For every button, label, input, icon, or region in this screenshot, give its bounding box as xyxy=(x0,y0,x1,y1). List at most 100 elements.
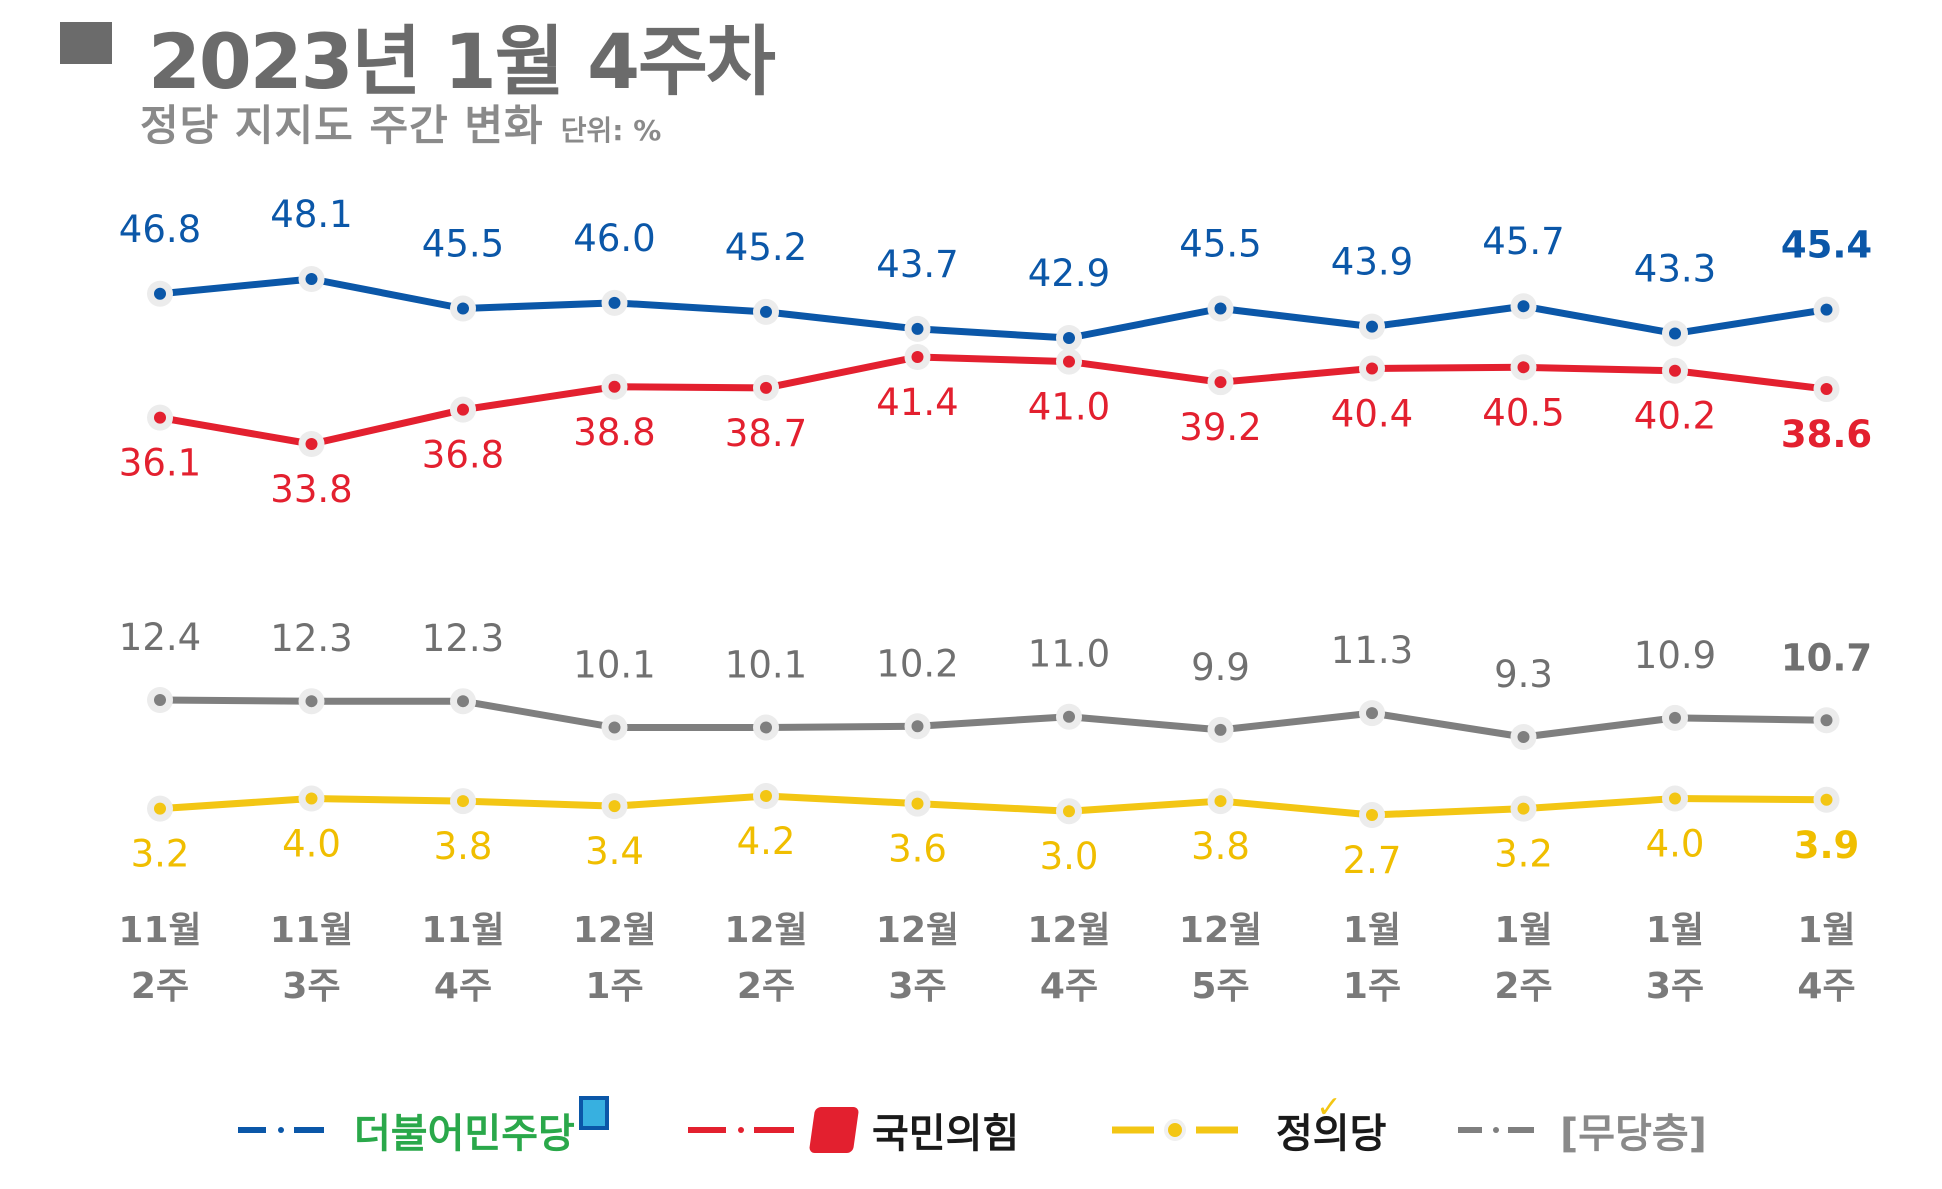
x-tick-label-month: 12월 xyxy=(724,910,807,951)
data-point xyxy=(1214,376,1227,389)
data-point xyxy=(1366,362,1378,375)
data-point xyxy=(305,438,318,450)
data-point xyxy=(1063,710,1075,723)
x-tick-label-month: 11월 xyxy=(270,910,353,951)
data-label: 3.4 xyxy=(585,830,644,873)
x-tick-label-week: 3주 xyxy=(282,966,340,1007)
data-label: 45.2 xyxy=(725,226,807,269)
data-point xyxy=(1669,364,1681,377)
data-label: 10.7 xyxy=(1781,636,1872,679)
legend-line-icon xyxy=(1112,1119,1238,1141)
data-point xyxy=(1063,805,1075,818)
data-point xyxy=(1820,303,1833,316)
data-label: 10.9 xyxy=(1634,634,1716,677)
data-point xyxy=(911,351,924,363)
x-tick-label-month: 12월 xyxy=(876,910,959,951)
data-point xyxy=(1063,332,1075,344)
data-label: 3.8 xyxy=(1191,825,1250,868)
line-chart: 46.8 48.1 45.5 46.0 45.2 43.7 42.9 45.5 43.9 45.7… xyxy=(118,193,1872,1007)
data-point xyxy=(911,720,924,733)
data-point xyxy=(608,380,621,393)
data-label: 3.8 xyxy=(434,825,493,868)
chart-subtitle: 정당 지지도 주간 변화 xyxy=(140,101,544,150)
data-point xyxy=(457,302,469,315)
legend-label: 더불어민주당 xyxy=(354,1111,575,1157)
legend-item-ppp: 국민의힘 xyxy=(686,1100,1019,1160)
data-label: 10.1 xyxy=(573,643,655,686)
data-label: 9.3 xyxy=(1494,653,1553,696)
data-point xyxy=(608,800,621,813)
legend-item-minjoo: 더불어민주당 xyxy=(236,1096,609,1160)
unit-label: 단위: % xyxy=(560,114,662,147)
data-point xyxy=(1517,300,1530,313)
data-label: 40.5 xyxy=(1482,391,1564,434)
data-label: 43.3 xyxy=(1634,247,1716,290)
data-label: 38.6 xyxy=(1781,413,1872,456)
data-label: 4.0 xyxy=(282,823,341,866)
x-tick-label-week: 1주 xyxy=(585,966,643,1007)
x-tick-label-month: 1월 xyxy=(1343,910,1401,951)
data-point xyxy=(457,795,469,808)
data-label: 43.9 xyxy=(1331,241,1413,284)
x-tick-label-week: 2주 xyxy=(131,966,189,1007)
data-point xyxy=(1669,711,1681,724)
data-label: 41.4 xyxy=(876,381,958,424)
data-label: 46.0 xyxy=(573,217,655,260)
data-label: 10.1 xyxy=(725,643,807,686)
series-line-1 xyxy=(159,353,1827,448)
legend-label: 정의당 xyxy=(1276,1111,1387,1157)
x-tick-label-week: 4주 xyxy=(1040,966,1098,1007)
data-point xyxy=(760,305,772,318)
data-label: 33.8 xyxy=(270,468,352,511)
data-point xyxy=(457,695,469,708)
data-label: 3.9 xyxy=(1794,824,1860,867)
data-point xyxy=(1366,707,1378,720)
x-tick-label-month: 11월 xyxy=(421,910,504,951)
data-label: 36.8 xyxy=(422,434,504,477)
x-tick-label-week: 5주 xyxy=(1191,966,1249,1007)
data-point xyxy=(1366,809,1378,821)
x-tick-label-month: 1월 xyxy=(1494,910,1552,951)
x-tick-label-month: 12월 xyxy=(1027,910,1110,951)
x-tick-label-month: 12월 xyxy=(573,910,656,951)
data-point xyxy=(154,694,166,706)
data-point xyxy=(760,790,772,802)
data-point xyxy=(305,695,318,708)
data-label: 38.7 xyxy=(725,412,807,455)
data-label: 11.3 xyxy=(1331,629,1413,672)
legend-item-justice: 정의당 ✓ xyxy=(1110,1090,1386,1160)
data-point xyxy=(1517,731,1530,743)
data-label: 40.4 xyxy=(1331,392,1413,435)
x-tick-label-week: 4주 xyxy=(434,966,492,1007)
data-point xyxy=(1517,802,1530,815)
data-label: 3.0 xyxy=(1040,835,1099,878)
data-point xyxy=(154,287,166,300)
legend-item-independent: [무당층] xyxy=(1456,1100,1707,1160)
series-line-0 xyxy=(159,275,1828,342)
data-label: 45.5 xyxy=(1179,223,1261,266)
x-tick-label-week: 3주 xyxy=(1646,966,1704,1007)
data-label: 45.7 xyxy=(1482,220,1564,263)
data-label: 48.1 xyxy=(270,193,352,236)
data-label: 43.7 xyxy=(876,243,958,286)
data-label: 39.2 xyxy=(1179,406,1261,449)
data-point xyxy=(457,403,469,416)
legend-line-icon xyxy=(688,1127,794,1133)
data-label: 38.8 xyxy=(573,411,655,454)
data-label: 3.2 xyxy=(1494,833,1553,876)
data-label: 12.3 xyxy=(422,617,504,660)
data-point xyxy=(1214,302,1227,315)
data-point xyxy=(305,792,318,805)
data-point xyxy=(911,322,924,335)
x-tick-label-month: 1월 xyxy=(1646,910,1704,951)
x-tick-label-week: 1주 xyxy=(1343,966,1401,1007)
data-point xyxy=(1820,714,1833,727)
data-point xyxy=(1517,361,1530,374)
data-point xyxy=(1669,327,1681,340)
data-label: 10.2 xyxy=(876,642,958,685)
series-line-2 xyxy=(159,696,1827,741)
data-label: 45.4 xyxy=(1781,224,1872,267)
data-point xyxy=(760,721,772,734)
data-label: 9.9 xyxy=(1191,646,1250,689)
series-line-3 xyxy=(159,792,1827,819)
